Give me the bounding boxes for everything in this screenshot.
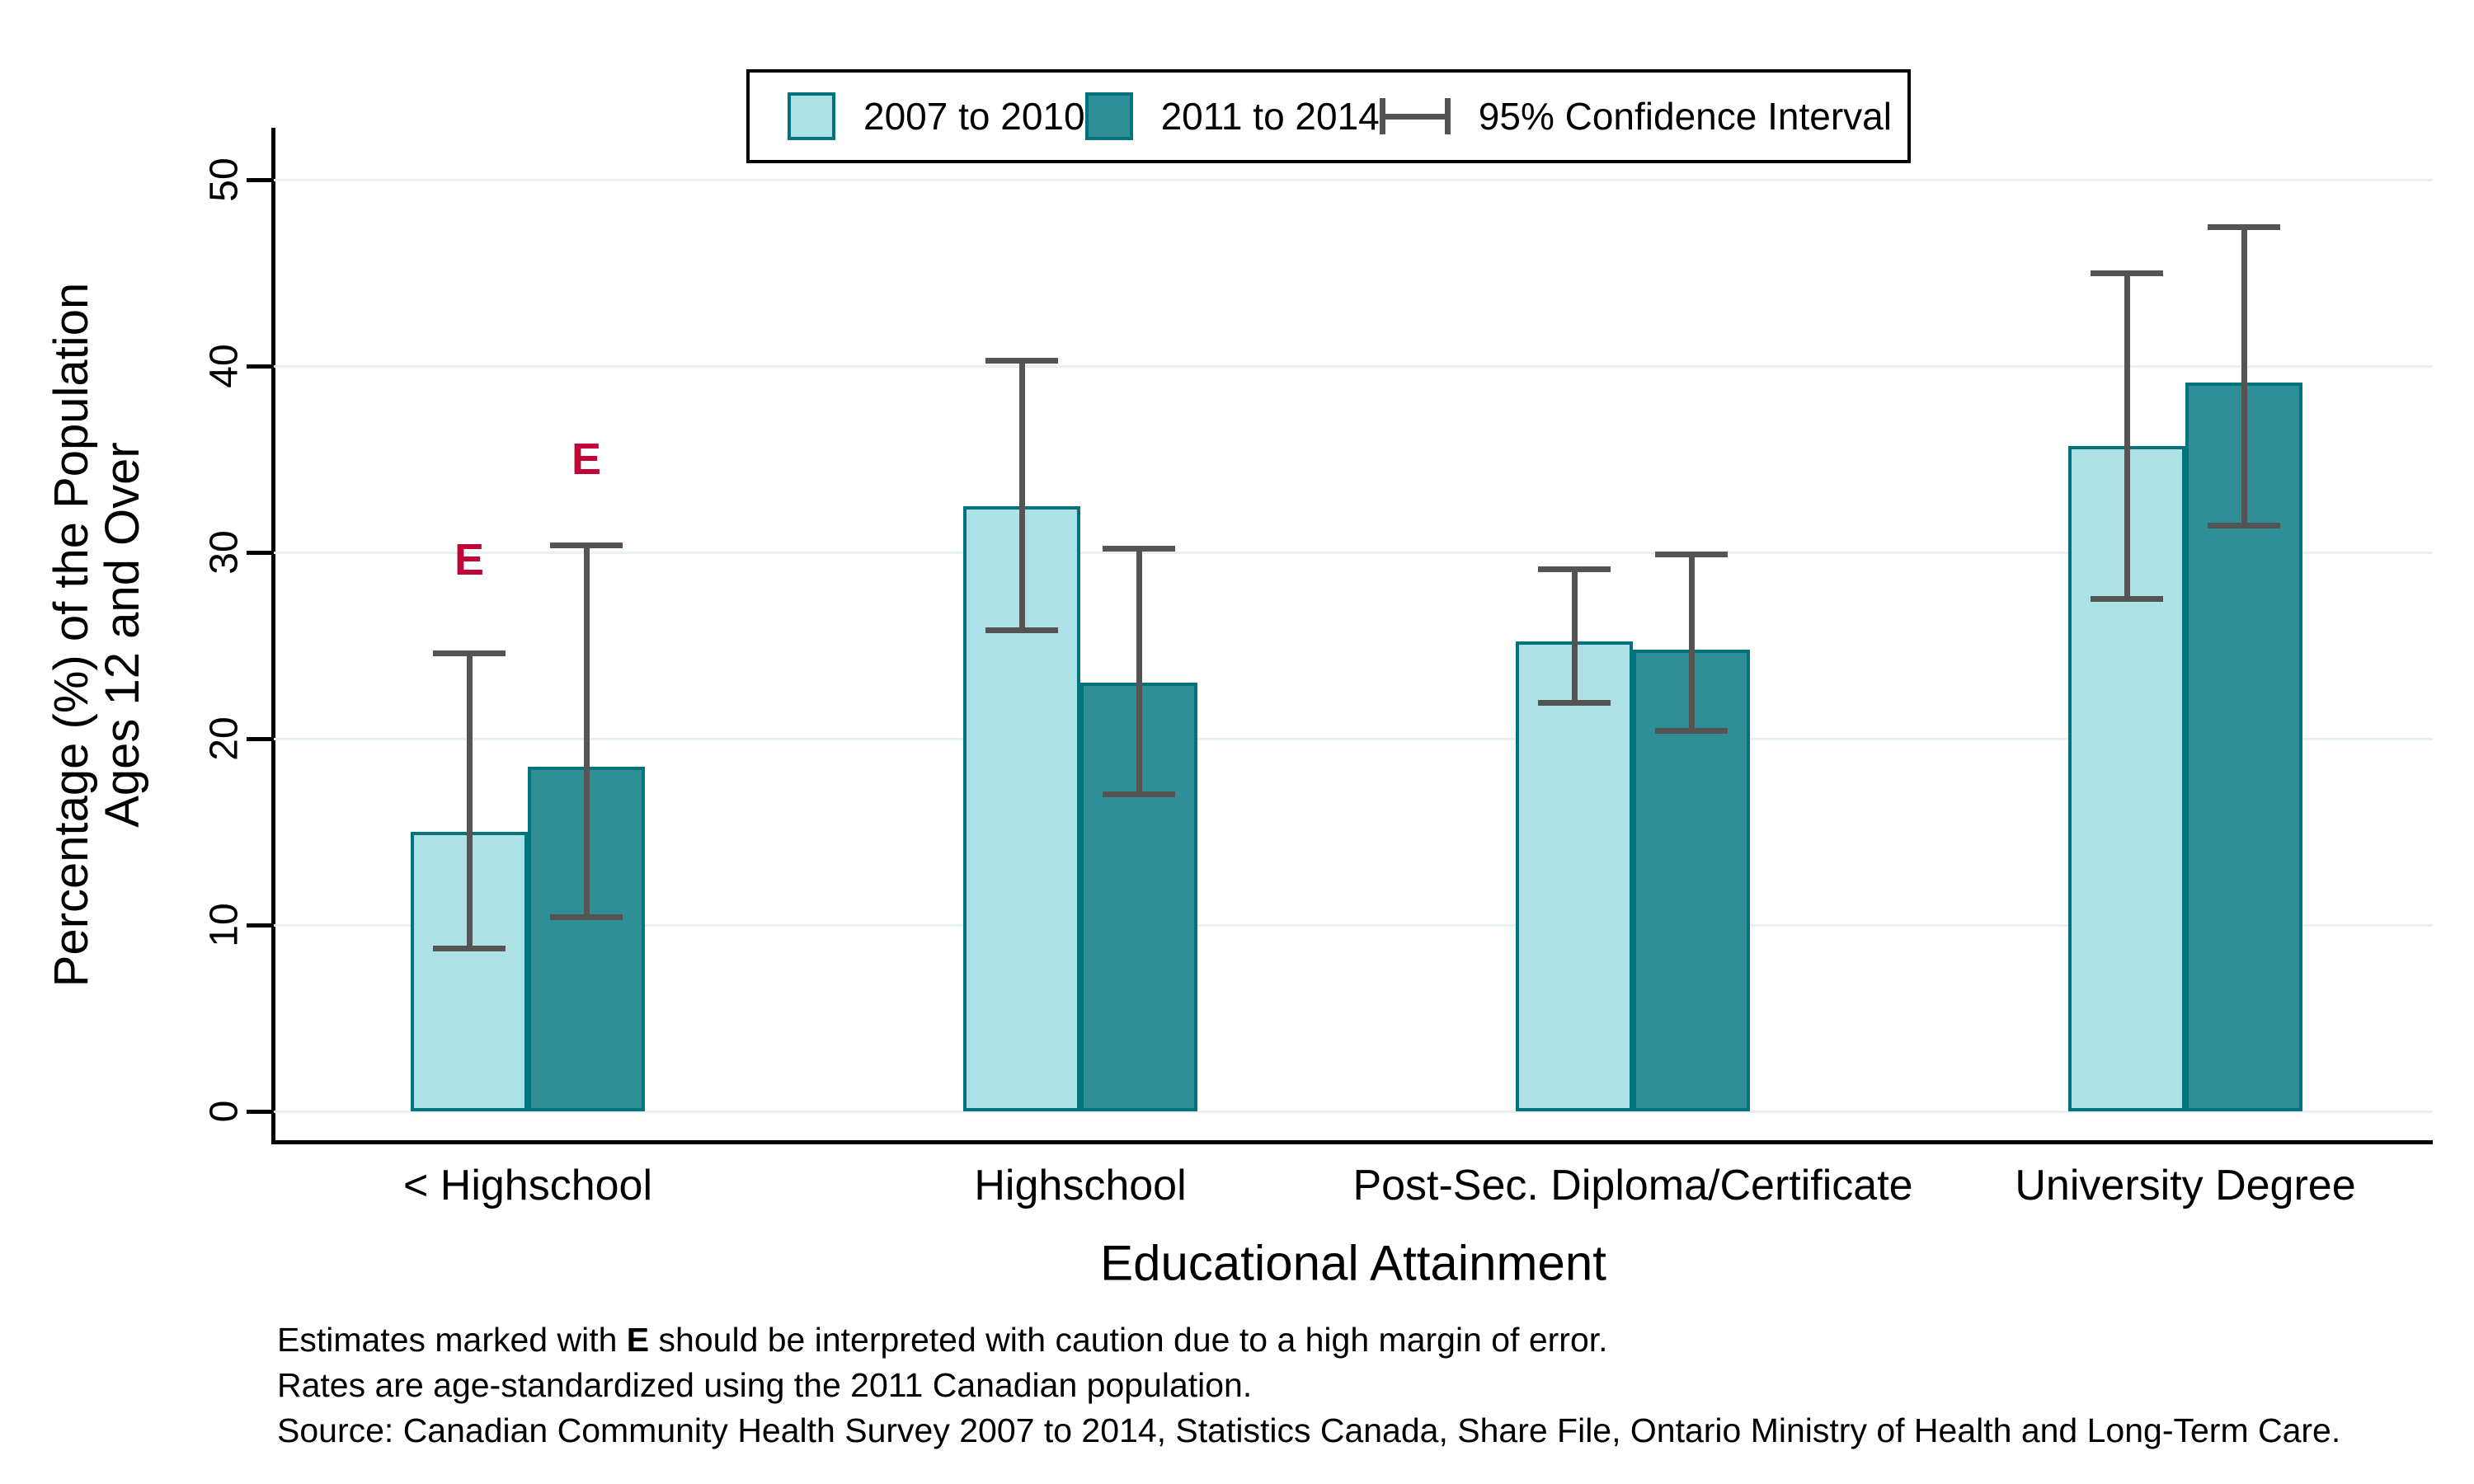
y-tick-label-40: 40 <box>202 344 247 388</box>
y-tick-label-30: 30 <box>202 530 247 575</box>
error-bar-line <box>2124 273 2130 599</box>
error-bar-line <box>1572 569 1578 704</box>
y-axis-line <box>271 128 275 1144</box>
y-tick-40 <box>247 364 274 369</box>
legend-item-2011-2014: 2011 to 2014 <box>1084 92 1380 140</box>
error-bar-cap-bottom <box>1103 791 1175 797</box>
y-tick-label-10: 10 <box>202 903 247 947</box>
legend-label-2011-2014: 2011 to 2014 <box>1160 95 1380 138</box>
y-axis-title: Percentage (%) of the Population Ages 12… <box>45 282 149 988</box>
error-bar-line <box>584 544 590 918</box>
y-tick-label-0: 0 <box>202 1100 247 1123</box>
y-tick-20 <box>247 737 274 741</box>
legend-item-2007-2010: 2007 to 2010 <box>788 92 1085 140</box>
legend-swatch-2011-2014 <box>1084 92 1133 140</box>
y-tick-10 <box>247 923 274 928</box>
y-tick-label-50: 50 <box>202 157 247 202</box>
error-bar-cap-bottom <box>985 627 1058 633</box>
y-tick-label-20: 20 <box>202 716 247 761</box>
gridline-0 <box>274 1111 2433 1113</box>
gridline-30 <box>274 552 2433 554</box>
legend-swatch-2007-2010 <box>788 92 835 140</box>
category-label-2: Post-Sec. Diploma/Certificate <box>1352 1162 1913 1209</box>
legend-label-2007-2010: 2007 to 2010 <box>863 95 1085 138</box>
error-bar-cap-bottom <box>433 946 506 952</box>
confidence-interval-icon <box>1379 93 1451 139</box>
legend-box: 2007 to 2010 2011 to 2014 95% Confidence… <box>746 69 1911 163</box>
error-bar-cap-bottom <box>1538 700 1611 707</box>
error-bar-cap-top <box>2208 223 2280 230</box>
gridline-50 <box>274 179 2433 181</box>
x-axis-title: Educational Attainment <box>1100 1235 1606 1291</box>
bar-2011-to-2014-3 <box>2185 383 2302 1111</box>
error-bar-line <box>1136 548 1142 795</box>
error-bar-cap-bottom <box>2208 523 2280 529</box>
error-bar-cap-top <box>1538 566 1611 573</box>
error-bar-cap-top <box>1655 552 1728 558</box>
error-bar-cap-top <box>985 358 1058 364</box>
error-bar-cap-top <box>1103 546 1175 552</box>
error-bar-cap-top <box>433 650 506 657</box>
category-label-3: University Degree <box>2015 1162 2356 1209</box>
gridline-40 <box>274 365 2433 368</box>
error-bar-cap-top <box>550 542 623 548</box>
error-bar-line <box>467 653 473 950</box>
y-axis-title-line2: Ages 12 and Over <box>96 442 149 828</box>
x-axis-line <box>271 1140 2433 1144</box>
error-bar-cap-bottom <box>550 913 623 920</box>
y-axis-title-line1: Percentage (%) of the Population <box>45 282 98 988</box>
category-label-0: < Highschool <box>402 1162 653 1209</box>
error-bar-line <box>2241 226 2247 527</box>
error-bar-cap-bottom <box>1655 727 1728 734</box>
y-tick-30 <box>247 551 274 555</box>
gridline-20 <box>274 738 2433 740</box>
error-bar-cap-top <box>2091 270 2163 276</box>
category-label-1: Highschool <box>974 1162 1187 1209</box>
footnote-line-1: Estimates marked with E should be interp… <box>277 1321 1608 1359</box>
footnote-line-3: Source: Canadian Community Health Survey… <box>277 1411 2341 1449</box>
high-margin-of-error-flag: E <box>571 434 602 484</box>
gridline-10 <box>274 924 2433 927</box>
bar-2011-to-2014-1 <box>1080 683 1197 1111</box>
error-bar-cap-bottom <box>2091 595 2163 602</box>
legend-item-confidence-interval: 95% Confidence Interval <box>1379 93 1892 139</box>
bar-2007-to-2010-2 <box>1516 641 1633 1111</box>
error-bar-line <box>1689 554 1695 731</box>
footnote-line-2: Rates are age-standardized using the 201… <box>277 1366 1253 1404</box>
error-bar-line <box>1019 360 1025 631</box>
footnotes: Estimates marked with E should be interp… <box>277 1317 2340 1453</box>
high-margin-of-error-flag: E <box>454 535 485 585</box>
legend-label-confidence-interval: 95% Confidence Interval <box>1478 95 1892 138</box>
y-tick-50 <box>247 178 274 182</box>
y-tick-0 <box>247 1110 274 1114</box>
